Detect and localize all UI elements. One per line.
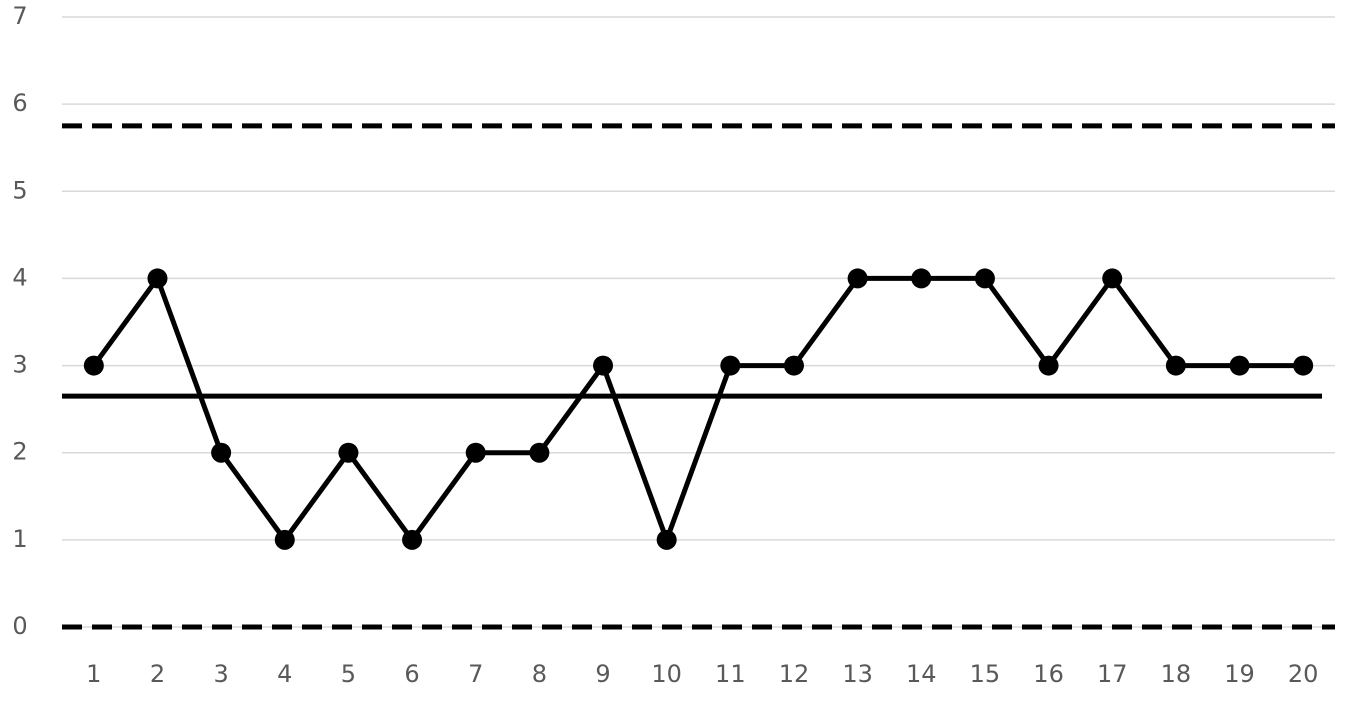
data-point [147,268,168,289]
data-point [656,529,677,550]
y-tick-label: 6 [12,89,27,117]
data-point [338,442,359,463]
x-tick-label: 6 [404,660,419,688]
data-point [1229,355,1250,376]
x-tick-label: 13 [842,660,873,688]
data-point [783,355,804,376]
x-tick-label: 4 [277,660,292,688]
x-tick-label: 16 [1033,660,1064,688]
y-tick-label: 3 [12,351,27,379]
data-line [91,275,1304,543]
data-point [402,529,423,550]
x-tick-label: 8 [532,660,547,688]
x-tick-label: 1 [86,660,101,688]
data-point [211,442,232,463]
y-tick-label: 2 [12,438,27,466]
x-tick-label: 12 [779,660,810,688]
data-point [529,442,550,463]
x-tick-label: 17 [1097,660,1128,688]
x-tick-label: 5 [341,660,356,688]
data-point [720,355,741,376]
x-tick-label: 10 [651,660,682,688]
x-tick-label: 2 [150,660,165,688]
data-point [465,442,486,463]
x-tick-label: 18 [1161,660,1192,688]
y-tick-label: 4 [12,263,27,291]
data-point [1293,355,1314,376]
data-point [911,268,932,289]
data-point [593,355,614,376]
y-tick-label: 5 [12,176,27,204]
x-tick-label: 3 [213,660,228,688]
x-tick-label: 20 [1288,660,1319,688]
x-tick-label: 14 [906,660,937,688]
x-tick-label: 9 [595,660,610,688]
x-tick-label: 15 [970,660,1001,688]
y-tick-label: 7 [12,2,27,30]
data-point [1038,355,1059,376]
data-point [274,529,295,550]
data-point [1165,355,1186,376]
data-point [847,268,868,289]
x-tick-label: 19 [1224,660,1255,688]
data-point [83,355,104,376]
x-tick-label: 7 [468,660,483,688]
y-tick-label: 0 [12,612,27,640]
x-tick-label: 11 [715,660,746,688]
data-point [974,268,995,289]
y-tick-label: 1 [12,525,27,553]
data-point [1102,268,1123,289]
